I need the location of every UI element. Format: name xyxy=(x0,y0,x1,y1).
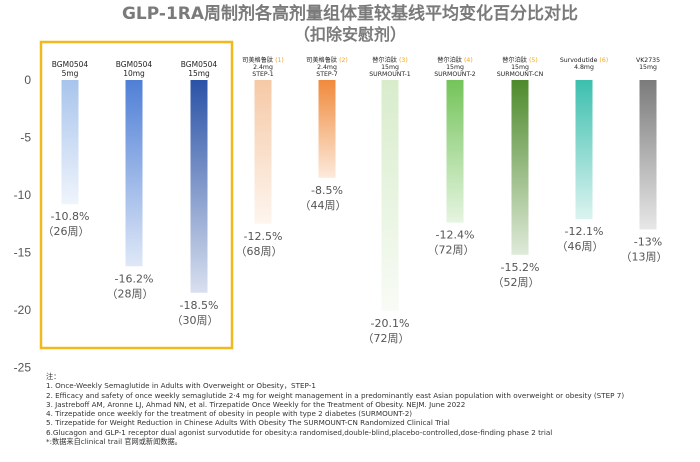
category-drug-name: 替尔泊肽 xyxy=(502,56,528,64)
bar-3 xyxy=(190,80,208,293)
category-drug-label: BGM0504 xyxy=(181,60,218,69)
category-trial-label: SURMOUNT-CN xyxy=(497,71,544,78)
value-label: -15.2% xyxy=(501,261,540,274)
category-note-ref: (1) xyxy=(275,57,284,64)
weeks-label: （52周） xyxy=(493,276,540,289)
chart-title: GLP-1RA周制剂各高剂量组体重较基线平均变化百分比对比 xyxy=(121,4,579,24)
category-dose-label: 5mg xyxy=(62,69,79,78)
footnote-header: 注： xyxy=(46,372,61,381)
category-drug-label: 替尔泊肽 (4) xyxy=(437,56,473,64)
bar-10 xyxy=(639,80,657,230)
value-label: -13% xyxy=(634,236,662,249)
category-dose-label: 15mg xyxy=(188,69,210,78)
weeks-label: （46周） xyxy=(557,240,604,253)
y-tick-label: -5 xyxy=(20,131,31,145)
value-label: -12.1% xyxy=(565,225,604,238)
category-note-ref: (4) xyxy=(464,57,473,64)
category-drug-label: 替尔泊肽 (3) xyxy=(372,56,408,64)
category-drug-name: BGM0504 xyxy=(116,60,153,69)
category-drug-name: 司美格鲁肽 xyxy=(306,56,338,64)
bar-2 xyxy=(125,80,143,267)
y-tick-label: -15 xyxy=(14,246,32,260)
category-drug-name: VK2735 xyxy=(636,57,660,64)
footnote-5: 5. Tirzepatide for Weight Reduction in C… xyxy=(46,418,450,428)
y-tick-label: -25 xyxy=(14,361,32,373)
category-drug-name: BGM0504 xyxy=(181,60,218,69)
category-dose-label: 2.4mg xyxy=(317,64,337,71)
value-label: -18.5% xyxy=(180,299,219,312)
y-tick-label: 0 xyxy=(24,73,31,87)
category-dose-label: 10mg xyxy=(123,69,145,78)
bar-6 xyxy=(381,80,399,312)
category-dose-label: 15mg xyxy=(381,64,399,71)
category-trial-label: STEP-7 xyxy=(316,71,337,78)
category-dose-label: 2.4mg xyxy=(253,64,273,71)
category-trial-label: SURMOUNT-1 xyxy=(369,71,411,78)
chart-subtitle: （扣除安慰剂） xyxy=(293,25,406,44)
category-drug-name: 替尔泊肽 xyxy=(437,56,463,64)
footnote-4: 4. Tirzepatide once weekly for the treat… xyxy=(46,409,413,419)
footnote-source: *:数据来自clinical trail 官网或新闻数据。 xyxy=(46,437,182,447)
category-drug-name: 司美格鲁肽 xyxy=(242,56,274,64)
bar-1 xyxy=(61,80,79,205)
category-drug-label: 替尔泊肽 (5) xyxy=(502,56,538,64)
weeks-label: （13周） xyxy=(621,251,668,264)
bar-7 xyxy=(446,80,464,223)
weeks-label: （26周） xyxy=(43,225,90,238)
footnote-2: 2. Efficacy and safety of once weekly se… xyxy=(46,390,625,400)
value-label: -12.5% xyxy=(244,230,283,243)
category-drug-name: 替尔泊肽 xyxy=(372,56,398,64)
category-drug-name: BGM0504 xyxy=(52,60,89,69)
category-dose-label: 4.8mg xyxy=(574,64,594,71)
category-drug-label: VK2735 xyxy=(636,57,660,64)
value-label: -20.1% xyxy=(371,317,410,330)
category-dose-label: 15mg xyxy=(446,64,464,71)
footnotes: 注： 1. Once-Weekly Semaglutide in Adults … xyxy=(46,372,696,446)
category-dose-label: 15mg xyxy=(639,64,657,71)
category-drug-label: 司美格鲁肽 (1) xyxy=(242,56,284,64)
highlight-box xyxy=(39,40,234,350)
bar-8 xyxy=(511,80,529,255)
weeks-label: （72周） xyxy=(428,244,475,257)
category-drug-label: Survodutide (6) xyxy=(560,57,608,64)
value-label: -8.5% xyxy=(311,184,343,197)
category-dose-label: 15mg xyxy=(511,64,529,71)
weeks-label: （72周） xyxy=(363,332,410,345)
value-label: -12.4% xyxy=(436,229,475,242)
footnote-1: 1. Once-Weekly Semaglutide in Adults wit… xyxy=(46,381,316,391)
y-tick-label: -20 xyxy=(14,303,32,317)
category-trial-label: SURMOUNT-2 xyxy=(434,71,476,78)
category-note-ref: (3) xyxy=(399,57,408,64)
bar-9 xyxy=(575,80,593,220)
value-label: -16.2% xyxy=(115,272,154,285)
weeks-label: （28周） xyxy=(107,287,154,300)
weeks-label: （30周） xyxy=(172,314,219,327)
weeks-label: （44周） xyxy=(300,199,347,212)
weeks-label: （68周） xyxy=(236,245,283,258)
category-drug-label: BGM0504 xyxy=(52,60,89,69)
y-tick-label: -10 xyxy=(14,188,32,202)
category-note-ref: (5) xyxy=(529,57,538,64)
bar-chart: 0-5-10-15-20-25BGM05045mg-10.8%（26周）BGM0… xyxy=(14,40,668,373)
category-note-ref: (2) xyxy=(339,57,348,64)
bar-4 xyxy=(254,80,272,224)
category-trial-label: STEP-1 xyxy=(252,71,273,78)
category-drug-label: BGM0504 xyxy=(116,60,153,69)
footnote-3: 3. Jastreboff AM, Aronne LJ, Ahmad NN, e… xyxy=(46,399,466,409)
category-drug-label: 司美格鲁肽 (2) xyxy=(306,56,348,64)
value-label: -10.8% xyxy=(51,210,90,223)
category-drug-name: Survodutide xyxy=(560,57,598,64)
bar-5 xyxy=(318,80,336,178)
footnote-6: 6.Glucagon and GLP-1 receptor dual agoni… xyxy=(46,427,553,437)
category-note-ref: (6) xyxy=(599,57,608,64)
